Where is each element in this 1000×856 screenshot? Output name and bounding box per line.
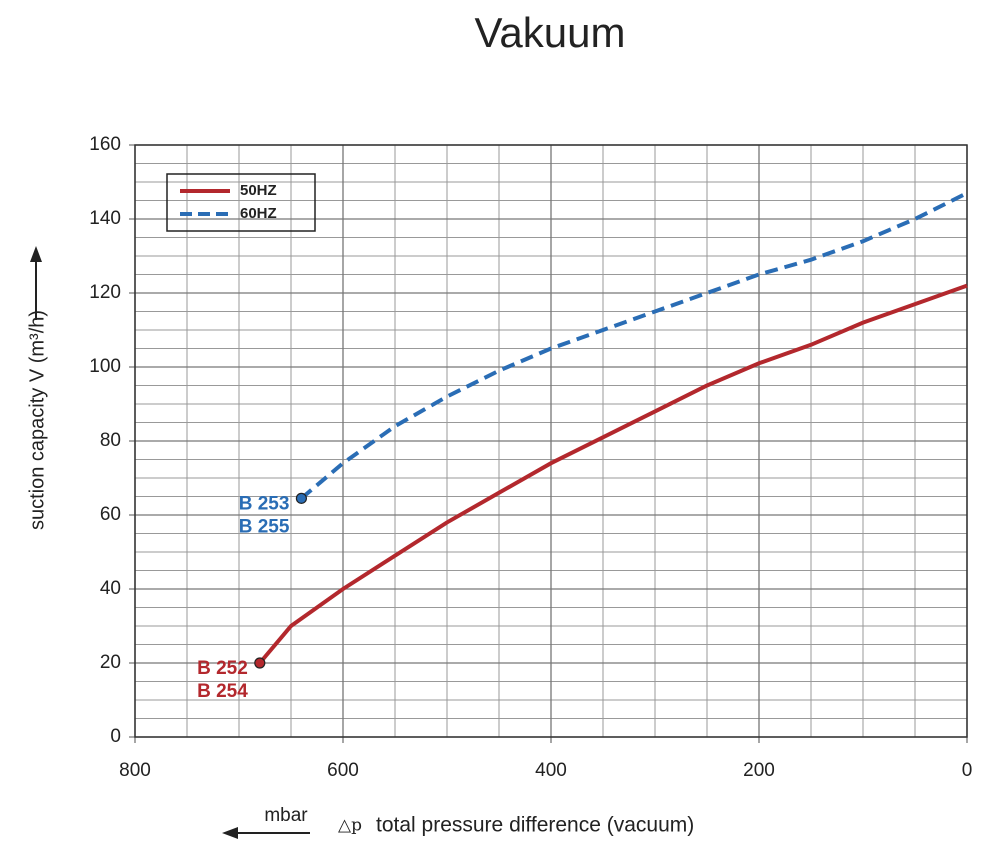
plot-frame — [134, 144, 968, 738]
x-tick-label: 800 — [119, 760, 151, 781]
end-point — [295, 492, 307, 504]
legend-label: 50HZ — [240, 182, 277, 199]
y-tick-label: 60 — [100, 504, 121, 525]
y-tick-label: 40 — [100, 578, 121, 599]
x-tick-label: 0 — [962, 760, 973, 781]
y-tick-label: 0 — [110, 726, 121, 747]
legend-label: 60HZ — [240, 205, 277, 222]
x-tick-label: 400 — [535, 760, 567, 781]
y-tick-label: 100 — [89, 356, 121, 377]
series-line — [258, 283, 968, 665]
y-tick-label: 160 — [89, 134, 121, 155]
y-tick-label: 140 — [89, 208, 121, 229]
x-symbol: △p — [338, 816, 362, 836]
y-arrow-head — [30, 246, 42, 262]
x-arrow-head — [222, 827, 238, 839]
series-line — [300, 191, 968, 500]
x-axis-label: total pressure difference (vacuum) — [376, 814, 694, 837]
x-tick-label: 600 — [327, 760, 359, 781]
y-axis-label: suction capacity V (m³/h) — [26, 310, 48, 530]
y-tick-label: 80 — [100, 430, 121, 451]
point-label: B 253 — [239, 493, 290, 514]
point-label: B 255 — [239, 516, 290, 537]
chart-title: Vakuum — [475, 9, 626, 56]
point-label: B 254 — [197, 681, 248, 702]
x-tick-label: 200 — [743, 760, 775, 781]
y-tick-label: 20 — [100, 652, 121, 673]
y-tick-label: 120 — [89, 282, 121, 303]
x-unit: mbar — [264, 805, 308, 826]
end-point — [254, 657, 266, 669]
legend-box — [166, 173, 316, 232]
point-label: B 252 — [197, 658, 248, 679]
